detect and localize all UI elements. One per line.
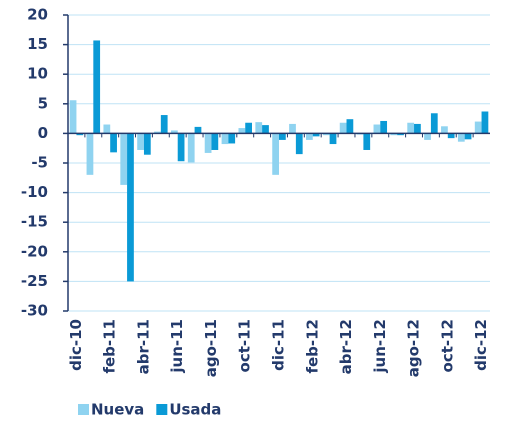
y-tick-label: -10 — [21, 183, 48, 201]
x-tick-label: oct-12 — [438, 319, 456, 372]
y-tick-label: 15 — [27, 35, 48, 53]
x-tick-label: abr-11 — [134, 319, 152, 374]
bar — [312, 133, 320, 137]
bar — [221, 133, 229, 145]
bar — [414, 123, 421, 134]
bar — [86, 133, 94, 175]
x-tick-label: jun-11 — [168, 319, 186, 374]
bar — [380, 120, 388, 134]
y-tick-label: 10 — [27, 65, 48, 83]
legend-label: Usada — [169, 401, 221, 419]
bar — [447, 133, 455, 139]
bar — [424, 133, 431, 140]
bar — [194, 126, 202, 134]
bar — [289, 123, 296, 134]
y-tick-label: 5 — [38, 94, 48, 112]
bar — [430, 113, 438, 134]
x-tick-label: ago-11 — [202, 319, 220, 377]
y-tick-label: 0 — [38, 124, 48, 142]
x-tick-label: jun-12 — [371, 319, 389, 374]
bar — [346, 119, 354, 134]
bar — [390, 133, 398, 136]
bar — [464, 133, 472, 140]
bar — [154, 131, 161, 134]
x-tick-label: oct-11 — [236, 319, 254, 372]
y-tick-label: -20 — [21, 242, 48, 260]
bar — [339, 122, 347, 134]
bar — [160, 115, 168, 134]
bar — [76, 133, 84, 136]
x-tick-label: abr-12 — [337, 319, 355, 374]
bar — [127, 133, 134, 282]
bar — [211, 133, 219, 150]
bar — [481, 111, 489, 134]
bar — [103, 124, 111, 134]
bar — [329, 133, 337, 145]
bar — [187, 133, 195, 163]
bar — [407, 122, 415, 134]
bar — [279, 133, 286, 140]
bar — [363, 133, 371, 150]
bar — [137, 133, 144, 150]
bar — [110, 133, 117, 153]
x-tick-label: feb-12 — [303, 319, 321, 374]
bar — [255, 122, 263, 134]
bar — [120, 133, 128, 185]
bar — [457, 133, 465, 142]
x-tick-label: dic-12 — [472, 319, 490, 371]
y-tick-label: -25 — [21, 272, 48, 290]
legend-swatch — [156, 404, 168, 415]
legend-label: Nueva — [91, 401, 144, 419]
bar — [177, 133, 185, 162]
bar — [69, 100, 77, 134]
bar — [143, 133, 151, 155]
bar — [245, 122, 252, 134]
y-tick-label: 20 — [27, 6, 48, 24]
bar — [295, 133, 303, 155]
x-tick-label: ago-12 — [405, 319, 423, 377]
y-tick-label: -30 — [21, 302, 48, 320]
bar — [306, 133, 313, 140]
bar — [441, 126, 448, 134]
bar — [262, 125, 269, 134]
x-tick-label: feb-11 — [101, 319, 119, 374]
bar — [238, 128, 246, 134]
y-tick-label: -15 — [21, 213, 48, 231]
y-tick-label: -5 — [31, 154, 48, 172]
bar — [93, 40, 101, 134]
bar — [373, 124, 381, 134]
bar — [228, 133, 236, 144]
x-tick-label: dic-11 — [270, 319, 288, 371]
legend-swatch — [78, 404, 89, 415]
bar — [204, 133, 212, 153]
bar — [474, 121, 482, 134]
bar — [170, 130, 178, 134]
bar — [322, 133, 330, 136]
bar — [397, 133, 404, 136]
bar — [272, 133, 279, 175]
x-tick-label: dic-10 — [67, 319, 85, 371]
